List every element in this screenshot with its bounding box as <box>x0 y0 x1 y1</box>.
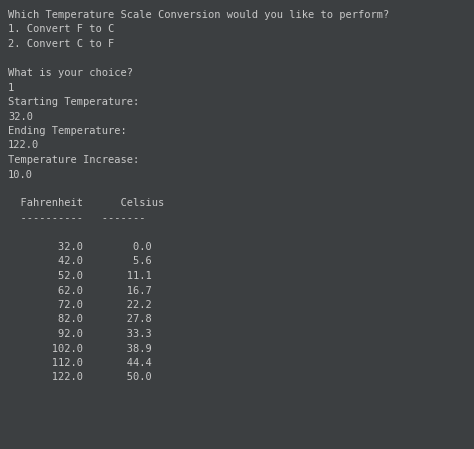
Text: What is your choice?: What is your choice? <box>8 68 133 78</box>
Text: 102.0       38.9: 102.0 38.9 <box>8 343 152 353</box>
Text: 42.0        5.6: 42.0 5.6 <box>8 256 152 267</box>
Text: 122.0: 122.0 <box>8 141 39 150</box>
Text: 10.0: 10.0 <box>8 170 33 180</box>
Text: ----------   -------: ---------- ------- <box>8 213 146 223</box>
Text: 32.0: 32.0 <box>8 111 33 122</box>
Text: 32.0        0.0: 32.0 0.0 <box>8 242 152 252</box>
Text: 122.0       50.0: 122.0 50.0 <box>8 373 152 383</box>
Text: 2. Convert C to F: 2. Convert C to F <box>8 39 114 49</box>
Text: Fahrenheit      Celsius: Fahrenheit Celsius <box>8 198 164 208</box>
Text: 1: 1 <box>8 83 14 92</box>
Text: Which Temperature Scale Conversion would you like to perform?: Which Temperature Scale Conversion would… <box>8 10 389 20</box>
Text: Temperature Increase:: Temperature Increase: <box>8 155 139 165</box>
Text: Ending Temperature:: Ending Temperature: <box>8 126 127 136</box>
Text: Starting Temperature:: Starting Temperature: <box>8 97 139 107</box>
Text: 112.0       44.4: 112.0 44.4 <box>8 358 152 368</box>
Text: 52.0       11.1: 52.0 11.1 <box>8 271 152 281</box>
Text: 82.0       27.8: 82.0 27.8 <box>8 314 152 325</box>
Text: 92.0       33.3: 92.0 33.3 <box>8 329 152 339</box>
Text: 1. Convert F to C: 1. Convert F to C <box>8 25 114 35</box>
Text: 62.0       16.7: 62.0 16.7 <box>8 286 152 295</box>
Text: 72.0       22.2: 72.0 22.2 <box>8 300 152 310</box>
